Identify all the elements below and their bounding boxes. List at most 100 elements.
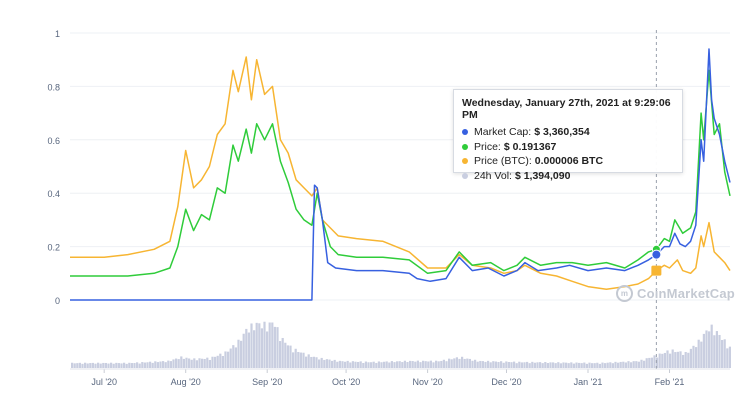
volume-bar xyxy=(632,361,635,368)
volume-bar xyxy=(502,362,505,368)
tooltip-row-volume: 24h Vol: $ 1,394,090 xyxy=(462,169,674,184)
x-tick-label: Sep '20 xyxy=(252,377,282,387)
price-btc-hover-marker xyxy=(651,265,662,276)
volume-bar xyxy=(362,363,365,368)
volume-bar xyxy=(606,362,609,368)
volume-bar xyxy=(403,360,406,368)
volume-bar xyxy=(390,361,393,368)
volume-bar xyxy=(143,362,146,368)
volume-bar xyxy=(89,363,92,368)
volume-bar xyxy=(718,334,721,368)
tooltip-label: Price (BTC): xyxy=(474,155,532,168)
series-line-price xyxy=(70,69,731,277)
volume-bar xyxy=(203,358,206,368)
volume-bar xyxy=(188,358,191,368)
volume-bar xyxy=(151,362,154,368)
price-btc-dot-icon xyxy=(462,158,468,165)
volume-bar xyxy=(149,361,152,368)
volume-bar xyxy=(500,361,503,368)
y-tick-label: 0.2 xyxy=(47,243,60,253)
volume-bar xyxy=(619,361,622,368)
volume-bar xyxy=(190,359,193,368)
x-tick-label: Jul '20 xyxy=(91,377,117,387)
volume-bar xyxy=(656,357,659,368)
volume-bar xyxy=(463,358,466,368)
volume-bar xyxy=(255,322,258,368)
volume-bar xyxy=(715,331,718,368)
tooltip-value: $ 0.191367 xyxy=(503,140,557,153)
volume-bar xyxy=(640,359,643,368)
volume-bar xyxy=(281,337,284,368)
volume-bar xyxy=(164,362,167,368)
volume-bar xyxy=(292,352,295,368)
tooltip-label: Price: xyxy=(474,140,501,153)
volume-bar xyxy=(294,348,297,368)
volume-bar xyxy=(94,363,97,368)
volume-bar xyxy=(318,359,321,368)
tooltip-value: $ 1,394,090 xyxy=(514,169,571,182)
volume-bar xyxy=(617,362,620,368)
volume-bar xyxy=(383,361,386,368)
volume-bar xyxy=(159,361,162,368)
volume-bar xyxy=(268,322,271,368)
volume-bar xyxy=(315,357,318,368)
volume-bar xyxy=(635,361,638,368)
volume-bar xyxy=(320,357,323,368)
volume-bar xyxy=(201,358,204,368)
volume-bar xyxy=(416,360,419,368)
volume-bar xyxy=(533,362,536,368)
volume-bar xyxy=(141,362,144,368)
volume-bar xyxy=(372,361,375,368)
volume-bar xyxy=(684,351,687,368)
volume-bar xyxy=(175,358,178,368)
volume-bar xyxy=(630,362,633,368)
volume-bar xyxy=(666,350,669,368)
volume-bar xyxy=(539,362,542,368)
volume-bar xyxy=(559,363,562,368)
volume-bar xyxy=(591,363,594,368)
volume-bar xyxy=(297,351,300,368)
volume-bar xyxy=(91,362,94,368)
volume-bar xyxy=(260,328,263,368)
volume-bar xyxy=(328,359,331,368)
volume-bar xyxy=(476,361,479,368)
volume-bar xyxy=(396,361,399,368)
volume-bar xyxy=(349,362,352,368)
x-tick-label: Jan '21 xyxy=(574,377,603,387)
volume-bar xyxy=(700,341,703,368)
volume-bar xyxy=(229,348,232,368)
volume-bar xyxy=(242,333,245,368)
volume-bar xyxy=(411,361,414,368)
volume-bar xyxy=(422,360,425,368)
volume-bar xyxy=(167,360,170,368)
tooltip-value: 0.000006 BTC xyxy=(534,155,604,168)
x-tick-label: Dec '20 xyxy=(491,377,521,387)
volume-bar xyxy=(562,362,565,368)
volume-bar xyxy=(279,341,282,368)
volume-bar xyxy=(180,356,183,368)
volume-bar xyxy=(450,359,453,368)
volume-bar xyxy=(284,342,287,368)
volume-bar xyxy=(624,362,627,368)
volume-bar xyxy=(364,361,367,368)
volume-bar xyxy=(580,363,583,368)
y-tick-label: 0 xyxy=(55,296,60,306)
volume-bar xyxy=(536,362,539,368)
volume-bar xyxy=(728,346,731,368)
volume-bar xyxy=(289,345,292,368)
volume-bar xyxy=(325,359,328,368)
volume-bar xyxy=(437,361,440,368)
volume-bar xyxy=(663,352,666,368)
volume-bar xyxy=(195,360,198,368)
volume-bar xyxy=(359,361,362,368)
volume-bar xyxy=(409,360,412,368)
volume-bar xyxy=(479,360,482,368)
volume-bar xyxy=(518,361,521,368)
volume-bar xyxy=(627,361,630,368)
volume-bar xyxy=(526,361,529,368)
volume-bar xyxy=(567,363,570,368)
volume-bar xyxy=(305,356,308,368)
volume-bar xyxy=(487,360,490,368)
volume-bar xyxy=(232,345,235,368)
volume-bar xyxy=(245,328,248,368)
